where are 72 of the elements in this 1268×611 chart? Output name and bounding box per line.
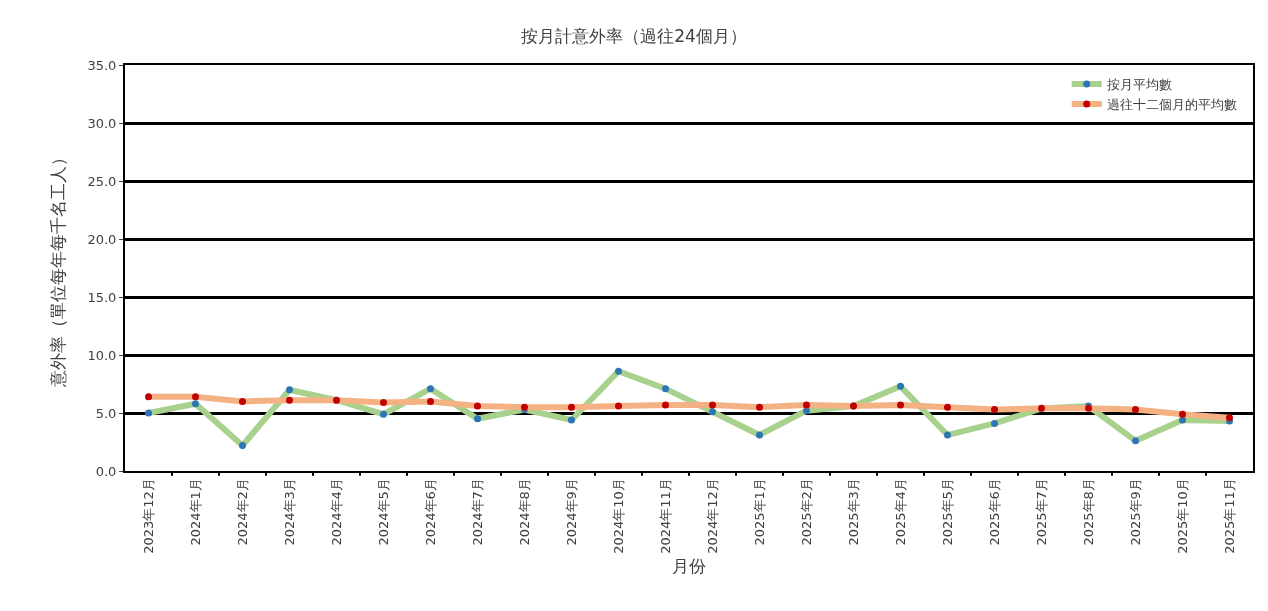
- y-tick-label: 10.0: [87, 347, 117, 363]
- y-tick-label: 30.0: [87, 115, 117, 131]
- x-tick-label: 2024年12月: [704, 478, 720, 554]
- x-tick-label: 2024年2月: [234, 478, 250, 546]
- point: [897, 401, 904, 409]
- y-tick-label: 0.0: [95, 463, 117, 479]
- y-tick-label: 25.0: [87, 173, 117, 189]
- point: [944, 431, 951, 439]
- y-tick-label: 35.0: [87, 57, 117, 73]
- x-tick-label: 2025年1月: [751, 478, 767, 546]
- x-tick-label: 2024年9月: [563, 478, 579, 546]
- point: [1179, 410, 1186, 418]
- point: [568, 403, 575, 411]
- x-tick-label: 2025年7月: [1033, 478, 1049, 546]
- chart-title: 按月計意外率（過往24個月）: [521, 26, 747, 47]
- x-tick-label: 2024年1月: [187, 478, 203, 546]
- point: [145, 393, 152, 401]
- point: [239, 397, 246, 405]
- legend-label: 按月平均數: [1106, 77, 1172, 93]
- x-tick-label: 2025年10月: [1174, 478, 1190, 554]
- x-tick-label: 2025年9月: [1127, 478, 1143, 546]
- point: [803, 407, 810, 415]
- x-tick-label: 2024年8月: [516, 478, 532, 546]
- x-tick-label: 2024年11月: [657, 478, 673, 554]
- y-tick-label: 5.0: [95, 405, 117, 421]
- point: [474, 402, 481, 410]
- point: [474, 415, 481, 423]
- x-tick-label: 2024年4月: [328, 478, 344, 546]
- x-tick-label: 2024年3月: [281, 478, 297, 546]
- legend-label: 過往十二個月的平均數: [1106, 96, 1237, 112]
- x-tick-label: 2024年5月: [375, 478, 391, 546]
- x-tick-label: 2023年12月: [140, 478, 156, 554]
- point: [380, 410, 387, 418]
- x-tick-label: 2024年10月: [610, 478, 626, 554]
- point: [615, 402, 622, 410]
- y-tick-label: 20.0: [87, 231, 117, 247]
- x-tick-label: 2024年7月: [469, 478, 485, 546]
- point: [709, 401, 716, 409]
- x-tick-label: 2025年8月: [1080, 478, 1096, 546]
- x-tick-label: 2025年5月: [939, 478, 955, 546]
- point: [286, 396, 293, 404]
- point: [756, 403, 763, 411]
- point: [991, 406, 998, 414]
- point: [944, 403, 951, 411]
- point: [427, 397, 434, 405]
- point: [803, 401, 810, 409]
- point: [1132, 437, 1139, 445]
- point: [427, 385, 434, 393]
- x-tick-label: 2025年11月: [1221, 478, 1237, 554]
- point: [568, 416, 575, 424]
- point: [897, 382, 904, 390]
- x-tick-label: 2025年3月: [845, 478, 861, 546]
- point: [662, 385, 669, 393]
- point: [192, 393, 199, 401]
- point: [662, 401, 669, 409]
- point: [615, 367, 622, 375]
- y-tick-label: 15.0: [87, 289, 117, 305]
- point: [991, 419, 998, 427]
- point: [380, 399, 387, 407]
- x-tick-label: 2024年6月: [422, 478, 438, 546]
- x-tick-label: 2025年4月: [892, 478, 908, 546]
- point: [192, 400, 199, 408]
- x-tick-label: 2025年6月: [986, 478, 1002, 546]
- point: [709, 408, 716, 416]
- x-tick-label: 2025年2月: [798, 478, 814, 546]
- point: [286, 386, 293, 394]
- point: [756, 431, 763, 439]
- y-axis-title: 意外率（單位每年每千名工人）: [48, 149, 69, 388]
- point: [239, 441, 246, 449]
- x-axis-title: 月份: [672, 555, 706, 576]
- point: [1132, 406, 1139, 414]
- point: [145, 409, 152, 417]
